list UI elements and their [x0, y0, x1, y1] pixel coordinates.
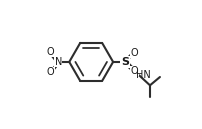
Text: O: O — [46, 67, 54, 77]
Text: O: O — [130, 48, 138, 58]
Text: N: N — [54, 57, 62, 67]
Text: O: O — [46, 47, 54, 57]
Text: S: S — [121, 57, 129, 67]
Text: O: O — [130, 66, 138, 76]
Text: HN: HN — [136, 70, 150, 80]
